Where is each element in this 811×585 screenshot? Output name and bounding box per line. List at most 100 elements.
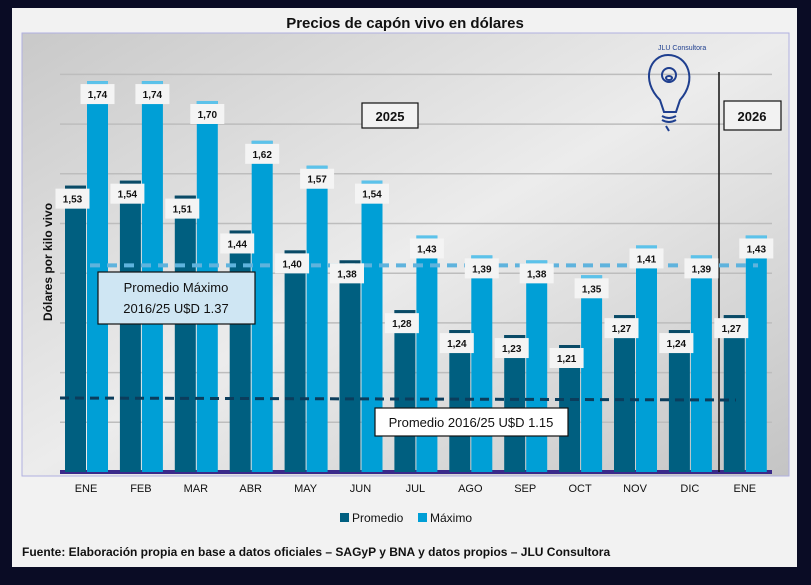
bar-maximo xyxy=(636,245,657,472)
bar-cap xyxy=(636,245,657,249)
legend-swatch-maximo xyxy=(418,513,427,522)
data-label: 1,70 xyxy=(198,110,218,121)
data-label-box xyxy=(409,238,444,259)
annotation-2026-text: 2026 xyxy=(738,109,767,124)
data-label-box xyxy=(494,338,529,359)
bar-promedio xyxy=(339,260,361,472)
bar-maximo xyxy=(745,235,767,472)
promedio-maximo-label-2: 2016/25 U$D 1.37 xyxy=(123,301,229,316)
logo-text: JLU Consultora xyxy=(658,45,706,52)
x-tick-label: NOV xyxy=(623,483,648,495)
promedio-maximo-box: Promedio Máximo 2016/25 U$D 1.37 xyxy=(97,271,256,325)
legend: Promedio Máximo xyxy=(340,511,472,525)
data-label-box xyxy=(330,263,364,284)
data-label-box xyxy=(549,348,584,369)
data-label: 1,39 xyxy=(472,264,492,275)
data-label-box xyxy=(135,84,170,105)
bar-cap xyxy=(416,235,438,239)
bar-cap xyxy=(449,330,471,334)
data-label: 1,54 xyxy=(362,190,382,201)
chart-title: Precios de capón vivo en dólares xyxy=(286,15,524,32)
data-label: 1,35 xyxy=(582,284,602,295)
bar-cap xyxy=(87,81,108,85)
bar-promedio xyxy=(284,250,306,472)
data-label: 1,23 xyxy=(502,344,522,355)
bar-cap xyxy=(526,260,548,264)
x-tick-label: MAY xyxy=(294,483,318,495)
bar-promedio xyxy=(119,180,141,473)
bar-cap xyxy=(614,315,635,319)
bar-cap xyxy=(668,330,690,334)
data-label: 1,24 xyxy=(667,339,687,350)
data-label: 1,21 xyxy=(557,354,577,365)
x-tick-label: ABR xyxy=(239,483,262,495)
legend-label-maximo: Máximo xyxy=(430,511,472,525)
bar-cap xyxy=(339,260,361,264)
bar-cap xyxy=(559,345,581,349)
logo: JLU Consultora xyxy=(648,45,706,132)
data-label: 1,24 xyxy=(447,339,467,350)
x-tick-label: FEB xyxy=(130,483,151,495)
data-label: 1,41 xyxy=(637,254,657,265)
reference-line-promedio xyxy=(59,396,737,402)
bar-maximo xyxy=(526,260,548,472)
bar-cap xyxy=(65,185,86,189)
bar-cap xyxy=(141,81,163,85)
data-label: 1,51 xyxy=(173,205,193,216)
data-label-box xyxy=(355,183,389,204)
bar-cap xyxy=(306,165,328,169)
data-label-box xyxy=(384,313,419,334)
data-label-box xyxy=(80,84,115,105)
bar-cap xyxy=(394,310,416,314)
data-label: 1,43 xyxy=(747,244,767,255)
bar-promedio xyxy=(559,345,581,472)
bar-cap xyxy=(196,100,218,104)
bar-promedio xyxy=(65,185,86,472)
data-label: 1,44 xyxy=(227,239,247,250)
y-axis-label: Dólares por kilo vivo xyxy=(41,203,55,321)
bar-maximo xyxy=(581,275,603,472)
bar-promedio xyxy=(174,195,196,473)
bar-cap xyxy=(745,235,767,239)
bar-cap xyxy=(284,250,306,254)
bar-cap xyxy=(251,140,273,144)
bar-cap xyxy=(471,255,493,259)
data-label: 1,27 xyxy=(612,324,632,335)
promedio-box: Promedio 2016/25 U$D 1.15 xyxy=(374,407,569,437)
x-tick-label: JUL xyxy=(406,483,426,495)
bar-promedio xyxy=(504,335,526,472)
data-label: 1,43 xyxy=(417,244,437,255)
annotation-2026: 2026 xyxy=(723,100,782,131)
bar-maximo xyxy=(306,165,328,473)
source-note: Fuente: Elaboración propia en base a dat… xyxy=(22,545,610,559)
data-label: 1,62 xyxy=(252,150,272,161)
legend-swatch-promedio xyxy=(340,513,349,522)
data-label-box xyxy=(739,238,774,259)
data-label-box xyxy=(165,198,200,219)
bar-promedio xyxy=(723,315,745,472)
bar-maximo xyxy=(471,255,493,472)
data-label: 1,74 xyxy=(88,90,108,101)
bar-cap xyxy=(361,180,383,184)
x-tick-label: MAR xyxy=(184,483,209,495)
bar-promedio xyxy=(394,310,416,472)
x-tick-label: OCT xyxy=(568,483,592,495)
bar-cap xyxy=(723,315,745,319)
data-label-box xyxy=(275,253,310,274)
promedio-label: Promedio 2016/25 U$D 1.15 xyxy=(389,415,554,430)
annotation-2025: 2025 xyxy=(361,102,419,129)
data-label: 1,38 xyxy=(527,269,547,280)
x-tick-label: ENE xyxy=(733,483,756,495)
data-label: 1,38 xyxy=(337,269,357,280)
bar-cap xyxy=(229,230,251,234)
data-label: 1,28 xyxy=(392,319,412,330)
data-label-box xyxy=(659,333,694,354)
data-label: 1,57 xyxy=(307,175,327,186)
bar-cap xyxy=(504,335,526,339)
bar-cap xyxy=(119,180,141,184)
bar-maximo xyxy=(690,255,712,472)
x-tick-label: AGO xyxy=(458,483,483,495)
data-label-box xyxy=(439,333,474,354)
data-label: 1,53 xyxy=(63,195,83,206)
